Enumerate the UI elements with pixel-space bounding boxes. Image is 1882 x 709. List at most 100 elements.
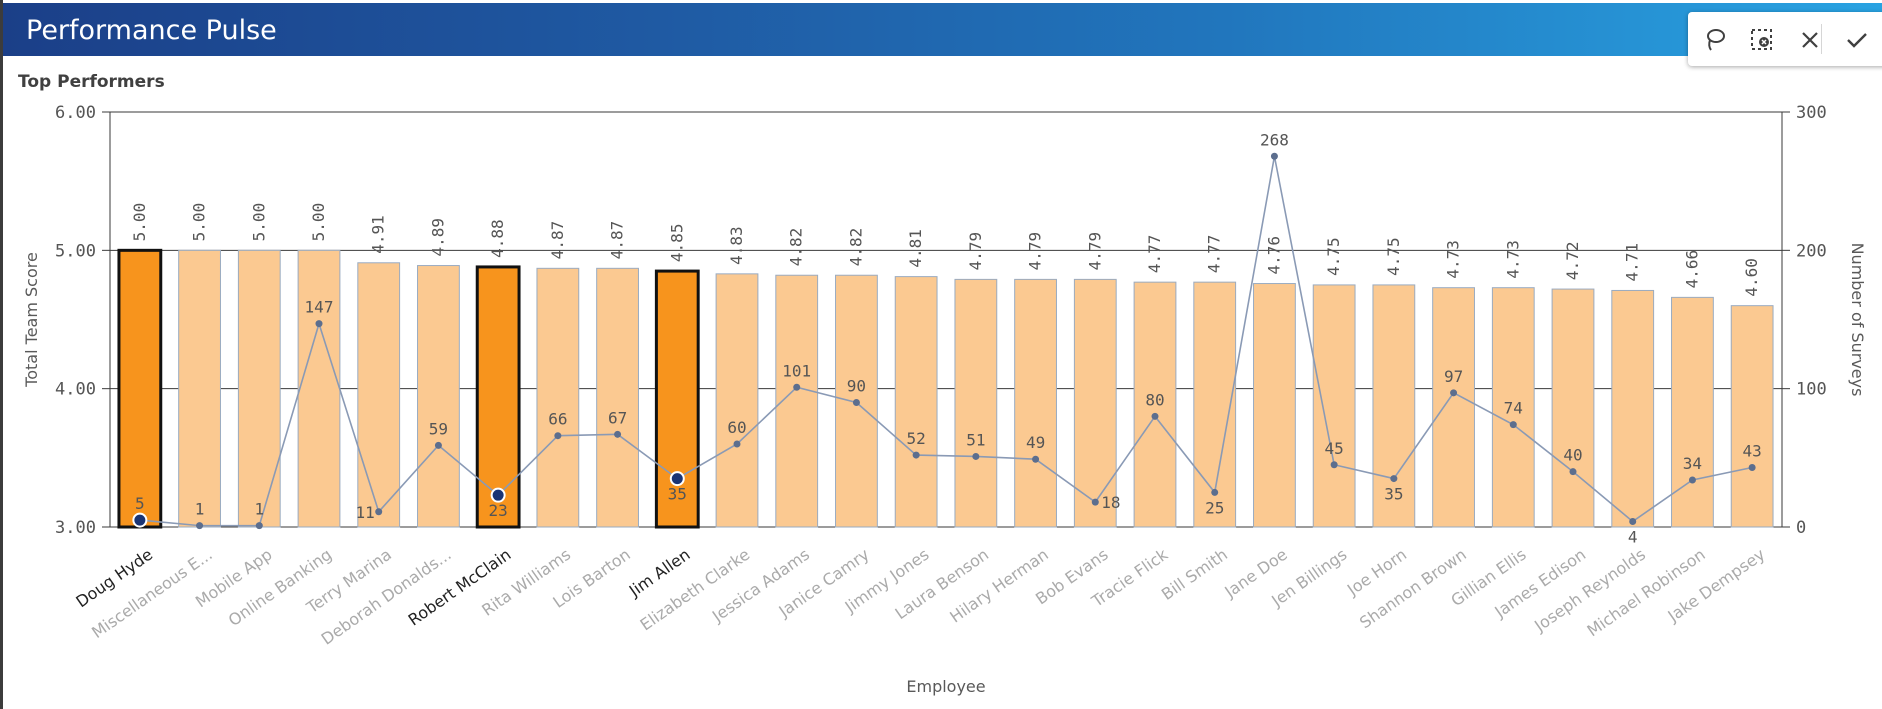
line-value-label: 4 bbox=[1628, 527, 1638, 546]
bar[interactable] bbox=[1491, 287, 1535, 528]
line-point[interactable] bbox=[1748, 464, 1756, 472]
bar-value-label: 4.79 bbox=[966, 232, 985, 271]
line-point[interactable] bbox=[1450, 389, 1458, 397]
bar[interactable] bbox=[1073, 278, 1117, 528]
line-point[interactable] bbox=[793, 383, 801, 391]
chart-title: Top Performers bbox=[18, 72, 165, 92]
line-point[interactable] bbox=[1032, 455, 1040, 463]
line-value-label: 45 bbox=[1325, 439, 1344, 458]
x-tick-label[interactable]: Robert McClain bbox=[405, 545, 515, 630]
bar-value-label: 4.81 bbox=[906, 229, 925, 268]
line-point[interactable] bbox=[1688, 476, 1696, 484]
line-value-label: 35 bbox=[668, 485, 687, 504]
x-tick-label[interactable]: Bill Smith bbox=[1158, 545, 1231, 604]
bar-value-label: 5.00 bbox=[190, 203, 209, 242]
lasso-icon bbox=[1707, 29, 1725, 51]
line-point[interactable] bbox=[669, 471, 685, 487]
bar[interactable] bbox=[1611, 289, 1655, 528]
clear-selection-button[interactable] bbox=[1749, 27, 1775, 53]
line-point[interactable] bbox=[1091, 498, 1099, 506]
line-point[interactable] bbox=[255, 522, 263, 530]
line-point[interactable] bbox=[614, 430, 622, 438]
bar[interactable] bbox=[1193, 281, 1237, 528]
bar[interactable] bbox=[237, 249, 281, 528]
y2-tick-label: 100 bbox=[1796, 380, 1827, 400]
line-point[interactable] bbox=[1151, 412, 1159, 420]
line-point[interactable] bbox=[852, 399, 860, 406]
line-point[interactable] bbox=[1330, 461, 1338, 469]
line-value-label: 49 bbox=[1026, 433, 1045, 452]
bar-value-label: 4.75 bbox=[1324, 237, 1343, 276]
line-value-label: 18 bbox=[1101, 493, 1120, 512]
selection-toolbar bbox=[1688, 12, 1882, 66]
line-point[interactable] bbox=[375, 508, 383, 516]
line-point[interactable] bbox=[1270, 152, 1278, 160]
bar[interactable] bbox=[1551, 288, 1595, 528]
bar-value-label: 4.87 bbox=[548, 221, 567, 260]
line-value-label: 90 bbox=[847, 377, 866, 396]
line-point[interactable] bbox=[196, 522, 204, 530]
combo-chart: 3.00 4.00 5.00 6.00 0 100 200 300 Total Team Sco… bbox=[22, 103, 1867, 696]
y-axis-title: Total Team Score bbox=[22, 252, 41, 388]
line-point[interactable] bbox=[1569, 468, 1577, 476]
x-tick-label[interactable]: Online Banking bbox=[225, 545, 336, 630]
x-tick-label[interactable]: Elizabeth Clarke bbox=[637, 545, 754, 635]
line-value-label: 5 bbox=[135, 494, 145, 513]
line-value-label: 43 bbox=[1743, 442, 1762, 461]
bar[interactable] bbox=[178, 249, 221, 528]
y2-axis-title: Number of Surveys bbox=[1848, 243, 1867, 397]
bar-value-label: 4.85 bbox=[667, 224, 686, 263]
line-value-label: 40 bbox=[1563, 446, 1582, 465]
bar[interactable] bbox=[1730, 305, 1774, 528]
bar-value-label: 4.76 bbox=[1264, 236, 1283, 275]
line-point[interactable] bbox=[1211, 488, 1219, 496]
line-point[interactable] bbox=[434, 441, 442, 449]
line-value-label: 1 bbox=[254, 500, 264, 519]
bar[interactable] bbox=[954, 278, 998, 528]
bar-value-label: 4.83 bbox=[727, 226, 746, 265]
line-value-label: 60 bbox=[727, 418, 746, 437]
bar[interactable] bbox=[1671, 296, 1714, 528]
line-point[interactable] bbox=[1629, 517, 1637, 525]
bar[interactable] bbox=[1312, 284, 1356, 528]
bar-value-label: 5.00 bbox=[249, 203, 268, 242]
bar[interactable] bbox=[536, 267, 580, 528]
line-value-label: 80 bbox=[1145, 390, 1164, 409]
line-point[interactable] bbox=[315, 320, 323, 328]
bar-value-label: 4.82 bbox=[846, 228, 865, 267]
bar[interactable] bbox=[715, 273, 759, 528]
bar[interactable] bbox=[1372, 284, 1416, 528]
bar[interactable] bbox=[1432, 287, 1475, 528]
line-point[interactable] bbox=[490, 487, 506, 503]
line-point[interactable] bbox=[733, 440, 741, 448]
bar[interactable] bbox=[1014, 278, 1057, 528]
check-icon bbox=[1847, 33, 1867, 48]
bar[interactable] bbox=[417, 265, 460, 528]
line-point[interactable] bbox=[1390, 475, 1398, 483]
bar-value-label: 4.72 bbox=[1563, 242, 1582, 281]
line-point[interactable] bbox=[1509, 421, 1517, 429]
line-point[interactable] bbox=[972, 452, 980, 460]
bar[interactable] bbox=[1133, 281, 1177, 528]
y2-tick-label: 300 bbox=[1796, 103, 1827, 123]
bar[interactable] bbox=[596, 267, 639, 528]
confirm-button[interactable] bbox=[1844, 27, 1870, 53]
bar[interactable] bbox=[1253, 283, 1296, 528]
cancel-button[interactable] bbox=[1797, 27, 1823, 53]
bar-value-label: 4.87 bbox=[608, 221, 627, 260]
x-tick-label[interactable]: Shannon Brown bbox=[1356, 545, 1470, 633]
bar[interactable] bbox=[297, 249, 341, 528]
bar[interactable] bbox=[117, 248, 163, 529]
line-point[interactable] bbox=[554, 432, 562, 440]
line-point[interactable] bbox=[132, 512, 148, 528]
y-tick-label: 3.00 bbox=[55, 518, 96, 538]
bar[interactable] bbox=[357, 262, 401, 528]
bar[interactable] bbox=[894, 276, 938, 528]
lasso-select-button[interactable] bbox=[1702, 27, 1728, 53]
y-tick-label: 6.00 bbox=[55, 103, 96, 123]
line-value-label: 1 bbox=[195, 500, 205, 519]
y-tick-label: 4.00 bbox=[55, 380, 96, 400]
bar-value-label: 4.60 bbox=[1742, 258, 1761, 297]
line-point[interactable] bbox=[912, 451, 920, 459]
bar-value-label: 4.88 bbox=[488, 219, 507, 258]
